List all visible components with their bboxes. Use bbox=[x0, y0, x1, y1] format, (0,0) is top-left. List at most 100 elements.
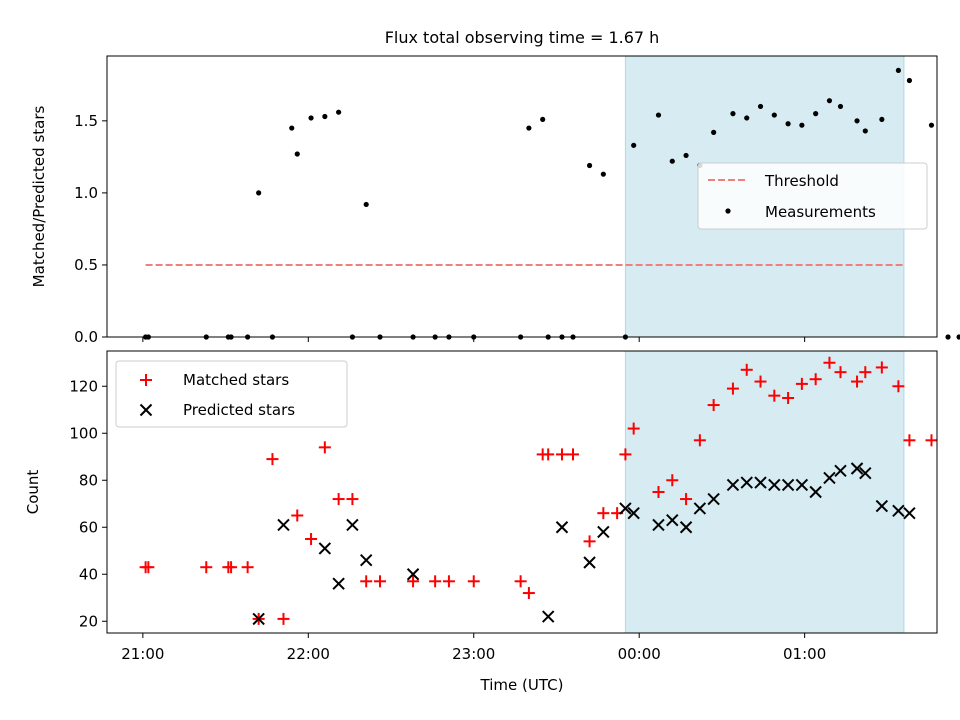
matched-star-point bbox=[555, 448, 568, 461]
matched-star-point bbox=[834, 366, 847, 379]
y-tick-label: 60 bbox=[79, 518, 98, 536]
predicted-star-point bbox=[823, 471, 836, 485]
matched-star-point bbox=[142, 561, 155, 574]
threshold-legend-label: Threshold bbox=[764, 172, 839, 190]
measurement-point bbox=[826, 98, 833, 104]
predicted-star-point bbox=[859, 466, 872, 480]
predicted-star-point bbox=[332, 577, 345, 590]
matched-star-point bbox=[754, 375, 767, 388]
predicted-star-point bbox=[597, 525, 610, 539]
y-tick-label: 120 bbox=[69, 377, 98, 395]
predicted-star-point bbox=[768, 478, 781, 492]
measurement-point bbox=[294, 151, 300, 157]
y-tick-label: 40 bbox=[79, 565, 98, 583]
predicted-star-point bbox=[541, 610, 555, 623]
y-tick-label: 0.0 bbox=[74, 328, 98, 346]
measurement-point bbox=[683, 152, 689, 159]
count-panel: 20 40 60 80 100 120 21:00 22:00 23:00 00:00 01:00… bbox=[24, 350, 938, 694]
matched-star-point bbox=[925, 434, 938, 447]
matched-star-point bbox=[522, 587, 535, 600]
ratio-axes-frame bbox=[106, 55, 938, 338]
matched-star-point bbox=[652, 486, 665, 498]
matched-star-point bbox=[795, 377, 808, 390]
count-y-axis-label: Count bbox=[24, 470, 42, 515]
predicted-star-point bbox=[693, 502, 707, 515]
measurement-point bbox=[711, 129, 717, 135]
predicted-star-point bbox=[318, 542, 332, 555]
matched-star-point bbox=[693, 434, 706, 447]
matched-star-point bbox=[332, 493, 345, 506]
matched-star-point bbox=[726, 382, 739, 395]
measurement-point bbox=[879, 116, 885, 123]
matched-star-point bbox=[768, 389, 781, 402]
count-axes-frame bbox=[106, 350, 938, 634]
matched-star-point bbox=[373, 575, 386, 588]
matched-star-point bbox=[859, 366, 872, 379]
matched-star-point bbox=[407, 575, 420, 588]
measurement-point bbox=[813, 111, 819, 117]
predicted-star-point bbox=[346, 518, 359, 532]
matched-star-point bbox=[467, 575, 480, 588]
measurement-point bbox=[945, 334, 951, 340]
ratio-y-axis-label: Matched/Predicted stars bbox=[30, 106, 48, 288]
predicted-star-point bbox=[850, 462, 864, 475]
y-tick-label: 100 bbox=[69, 424, 98, 442]
x-tick-label: 23:00 bbox=[452, 645, 495, 663]
y-tick-label: 1.0 bbox=[74, 184, 98, 202]
y-tick-label: 0.5 bbox=[74, 256, 98, 274]
predicted-star-point bbox=[740, 476, 753, 489]
measurement-point bbox=[785, 121, 791, 127]
matched-star-point bbox=[875, 361, 888, 374]
predicted-star-point bbox=[277, 518, 290, 532]
predicted-star-point bbox=[834, 464, 847, 478]
matched-star-point bbox=[666, 474, 679, 487]
measurement-point bbox=[256, 190, 262, 196]
matched-star-point bbox=[851, 375, 864, 388]
x-tick-label: 00:00 bbox=[618, 645, 661, 663]
matched-star-point bbox=[291, 509, 304, 522]
predicted-legend-label: Predicted stars bbox=[183, 401, 295, 419]
count-legend: Matched stars Predicted stars bbox=[115, 360, 348, 428]
x-axis-label: Time (UTC) bbox=[480, 676, 564, 694]
predicted-star-point bbox=[583, 556, 596, 569]
ratio-panel: 0.0 0.5 1.0 1.5 Matched/Predicted stars Thr… bbox=[30, 55, 960, 346]
matched-star-point bbox=[707, 399, 720, 412]
predicted-star-point bbox=[652, 518, 665, 532]
predicted-star-point bbox=[252, 612, 265, 626]
measurement-point bbox=[289, 125, 295, 131]
matched-legend-swatch bbox=[140, 374, 152, 386]
matched-star-point bbox=[277, 612, 290, 625]
predicted-star-point bbox=[359, 553, 373, 567]
matched-star-point bbox=[442, 575, 455, 588]
measurement-point bbox=[526, 125, 532, 131]
measurement-point bbox=[956, 334, 960, 340]
matched-star-point bbox=[542, 448, 555, 461]
matched-star-point bbox=[200, 561, 213, 574]
measurement-point bbox=[757, 103, 764, 110]
measurements-legend-swatch bbox=[725, 208, 731, 214]
predicted-star-point bbox=[726, 478, 740, 492]
predicted-star-point bbox=[875, 499, 889, 513]
observing-span bbox=[624, 350, 905, 634]
predicted-star-point bbox=[707, 492, 720, 506]
matched-star-point bbox=[266, 453, 279, 466]
measurement-point bbox=[600, 171, 606, 177]
matched-star-point bbox=[514, 575, 527, 588]
measurement-point bbox=[854, 118, 860, 124]
y-tick-label: 20 bbox=[79, 612, 98, 630]
matched-star-point bbox=[740, 363, 753, 376]
predicted-star-point bbox=[679, 521, 693, 534]
matched-star-point bbox=[597, 507, 610, 520]
measurement-point bbox=[322, 113, 328, 120]
matched-star-point bbox=[619, 448, 632, 461]
y-tick-label: 80 bbox=[79, 471, 98, 489]
predicted-star-point bbox=[795, 478, 809, 492]
matched-star-point bbox=[305, 533, 318, 545]
measurement-point bbox=[336, 109, 342, 115]
matched-star-point bbox=[680, 493, 693, 506]
measurement-point bbox=[586, 162, 593, 169]
ratio-x-ticks bbox=[142, 337, 806, 342]
predicted-star-point bbox=[619, 502, 632, 515]
matched-star-point bbox=[346, 493, 359, 506]
